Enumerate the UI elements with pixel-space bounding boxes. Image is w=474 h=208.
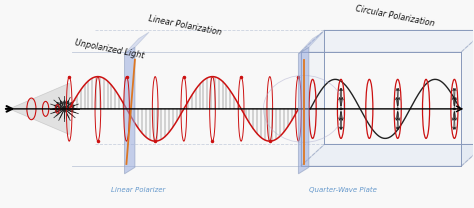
Polygon shape <box>9 83 69 134</box>
Polygon shape <box>301 30 474 52</box>
Polygon shape <box>301 30 324 166</box>
Text: Quarter-Wave Plate: Quarter-Wave Plate <box>310 187 377 193</box>
Polygon shape <box>462 30 474 166</box>
Polygon shape <box>125 32 149 54</box>
Polygon shape <box>125 47 135 174</box>
Text: Circular Polarization: Circular Polarization <box>355 4 436 28</box>
Text: Unpolarized Light: Unpolarized Light <box>74 38 145 61</box>
Polygon shape <box>299 47 309 174</box>
Polygon shape <box>299 32 323 54</box>
Text: Linear Polarization: Linear Polarization <box>148 14 222 37</box>
Polygon shape <box>301 144 474 166</box>
Text: Linear Polarizer: Linear Polarizer <box>110 187 165 193</box>
